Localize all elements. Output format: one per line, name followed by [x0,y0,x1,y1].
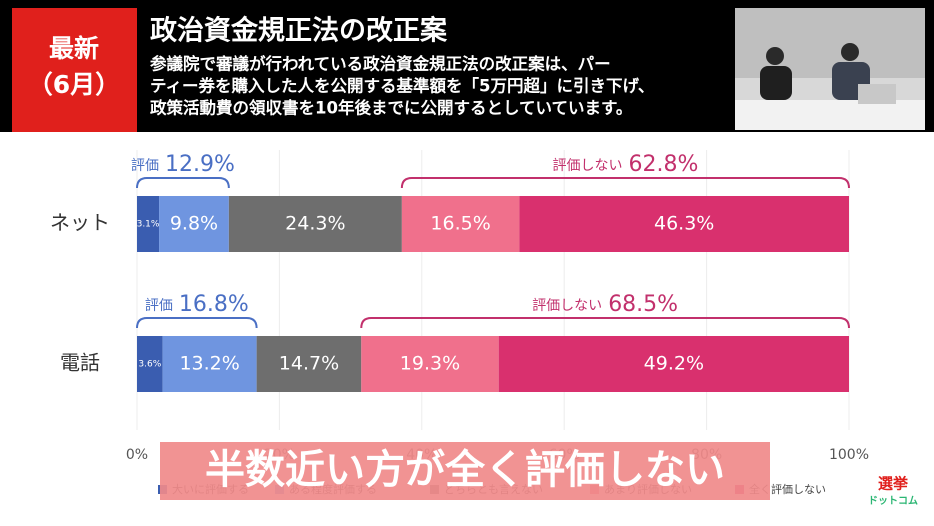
category-label: ネット [50,211,110,235]
bar-segment [137,336,163,392]
header-body: ティー券を購入した人を公開する基準額を「5万円超」に引き下げ、 [150,76,654,96]
summary-value: 62.8% [628,152,698,177]
badge-text: 最新 [49,34,99,63]
bar-segment [498,336,849,392]
header-body: 政策活動費の領収書を10年後までに公開するとしていています。 [150,98,632,118]
summary-label: 評価しない [552,158,622,174]
value-label: 3.6% [138,360,161,370]
bracket [360,317,850,329]
logo: 選挙 [878,475,909,493]
value-label: 13.2% [179,353,239,375]
summary-label: 評価 [131,158,159,174]
bar-segment [256,336,362,392]
x-tick-label: 0% [126,447,148,463]
value-label: 24.3% [285,213,345,235]
value-label: 14.7% [279,353,339,375]
category-label: 電話 [60,351,100,375]
value-label: 19.3% [400,353,460,375]
bar-segment [361,336,499,392]
bar-segment [401,196,520,252]
bar-segment [162,336,257,392]
bar-segment [228,196,402,252]
logo: ドットコム [868,495,918,507]
header-body: 参議院で審議が行われている政治資金規正法の改正案は、パー [150,54,611,74]
value-label: 49.2% [644,353,704,375]
caption-box [160,442,770,500]
bar-segment [137,196,160,252]
video-inset [735,8,925,130]
value-label: 16.5% [430,213,490,235]
bracket [400,177,850,189]
summary-value: 68.5% [608,292,678,317]
bar-segment [519,196,849,252]
summary-label: 評価しない [532,298,602,314]
value-label: 9.8% [170,213,218,235]
value-label: 46.3% [654,213,714,235]
bracket [136,317,258,329]
badge [12,8,137,132]
badge-text: （6月） [28,70,120,99]
x-tick-label: 100% [829,447,869,463]
summary-value: 16.8% [179,292,249,317]
bracket [136,177,230,189]
header-title: 政治資金規正法の改正案 [150,15,448,47]
value-label: 3.1% [137,220,160,230]
caption: 半数近い方が全く評価しない [205,447,725,493]
summary-label: 評価 [145,298,173,314]
summary-value: 12.9% [165,152,235,177]
bar-segment [159,196,229,252]
